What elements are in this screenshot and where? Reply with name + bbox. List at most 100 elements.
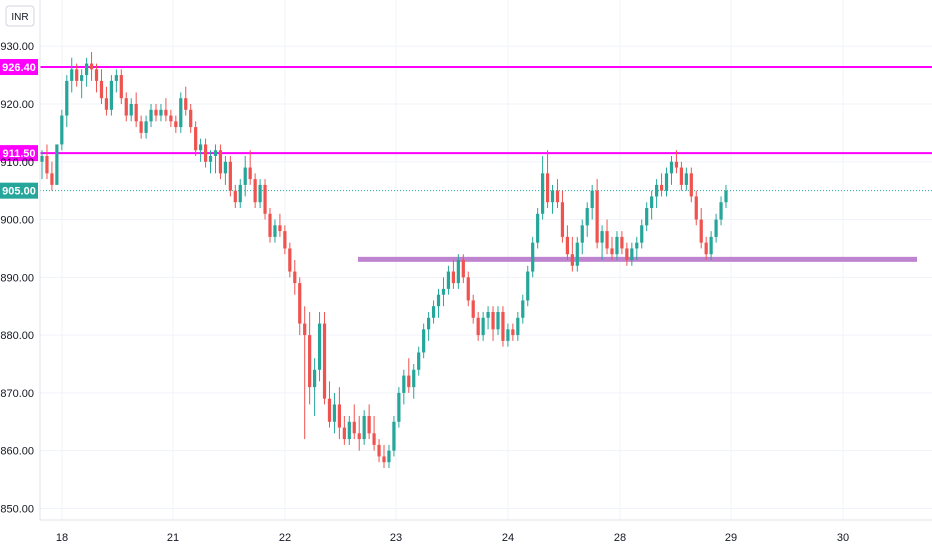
- candle-body: [431, 306, 436, 318]
- price-lines: 926.40 911.50 905.00: [0, 59, 932, 199]
- candle-body: [253, 179, 257, 203]
- candle-body: [273, 225, 277, 237]
- candle-body: [169, 115, 173, 122]
- candle-body: [114, 75, 118, 81]
- candle-body: [248, 167, 252, 180]
- candles: [40, 52, 728, 468]
- y-tick-label: 880.00: [0, 330, 34, 342]
- candle-body: [555, 190, 560, 203]
- candle-body: [426, 317, 431, 330]
- candle-body: [89, 63, 94, 70]
- candle-body: [511, 329, 515, 336]
- support-zone: [358, 256, 917, 262]
- price-badge: [0, 145, 38, 162]
- candle-body: [451, 271, 456, 284]
- candle-body: [198, 144, 203, 151]
- candle-body: [154, 109, 158, 116]
- candle-body: [476, 317, 480, 336]
- candle-body: [194, 127, 198, 151]
- candle-body: [75, 69, 79, 81]
- candle-body: [184, 98, 188, 110]
- candle-body: [580, 225, 584, 243]
- candle-body: [40, 156, 44, 162]
- candle-body: [550, 190, 555, 203]
- candle-body: [377, 444, 381, 457]
- candle-body: [317, 323, 322, 370]
- candle-body: [704, 242, 708, 255]
- candle-body: [590, 190, 594, 208]
- candle-body: [149, 109, 153, 122]
- candle-body: [610, 248, 614, 255]
- candle-body: [293, 271, 297, 284]
- candle-body: [94, 69, 99, 81]
- candle-body: [139, 121, 143, 133]
- candle-body: [357, 433, 361, 440]
- price-badge: [0, 59, 38, 76]
- candle-body: [640, 225, 644, 243]
- candle-body: [65, 80, 69, 116]
- candle-body: [174, 121, 178, 128]
- candle-body: [233, 190, 237, 203]
- candle-body: [456, 260, 460, 284]
- x-tick-label: 30: [837, 532, 849, 544]
- candle-body: [134, 104, 138, 122]
- candle-body: [684, 173, 688, 185]
- candle-body: [724, 190, 728, 203]
- candle-body: [80, 75, 84, 81]
- candle-body: [352, 421, 356, 434]
- candle-body: [342, 427, 346, 440]
- candle-body: [218, 150, 223, 174]
- candle-body: [496, 312, 500, 330]
- candle-body: [84, 63, 89, 76]
- candle-body: [263, 184, 267, 214]
- x-tick-label: 22: [279, 532, 291, 544]
- candle-body: [372, 433, 376, 445]
- candle-body: [719, 202, 723, 220]
- candle-body: [540, 173, 545, 214]
- candle-body: [228, 161, 232, 191]
- candle-body: [402, 375, 406, 393]
- candle-body: [605, 231, 609, 249]
- candle-body: [699, 219, 703, 243]
- currency-badge[interactable]: INR: [5, 5, 35, 27]
- candle-body: [362, 416, 366, 440]
- x-tick-label: 24: [502, 532, 514, 544]
- candle-body: [481, 317, 485, 336]
- candle-body: [654, 184, 659, 197]
- candle-body: [288, 248, 292, 272]
- candle-body: [422, 329, 426, 353]
- candle-body: [308, 335, 312, 388]
- candle-body: [60, 115, 64, 145]
- y-tick-label: 930.00: [0, 41, 34, 53]
- candle-body: [491, 312, 495, 330]
- candle-body: [179, 98, 183, 128]
- candle-body: [694, 196, 698, 220]
- candle-body: [55, 144, 59, 185]
- candle-body: [159, 109, 163, 116]
- candle-body: [203, 144, 208, 162]
- price-badge-label: 911.50: [2, 148, 35, 160]
- x-tick-label: 21: [167, 532, 179, 544]
- candle-body: [109, 80, 114, 110]
- candle-body: [545, 173, 550, 203]
- candle-body: [382, 456, 386, 463]
- x-tick-label: 23: [390, 532, 402, 544]
- candle-body: [397, 392, 401, 422]
- candle-body: [679, 167, 684, 185]
- support-zone-band: [358, 256, 917, 262]
- y-tick-label: 860.00: [0, 446, 34, 458]
- x-tick-label: 29: [725, 532, 737, 544]
- candle-body: [526, 271, 530, 301]
- candle-body: [119, 75, 123, 99]
- candle-body: [645, 208, 649, 226]
- y-tick-label: 890.00: [0, 272, 34, 284]
- price-badge: [0, 182, 38, 199]
- candle-body: [303, 323, 307, 336]
- candle-body: [516, 317, 520, 336]
- candle-body: [327, 398, 332, 422]
- candle-body: [213, 150, 218, 156]
- candle-body: [709, 236, 713, 255]
- candle-body: [674, 161, 679, 168]
- x-tick-label: 28: [614, 532, 626, 544]
- candle-body: [407, 375, 411, 388]
